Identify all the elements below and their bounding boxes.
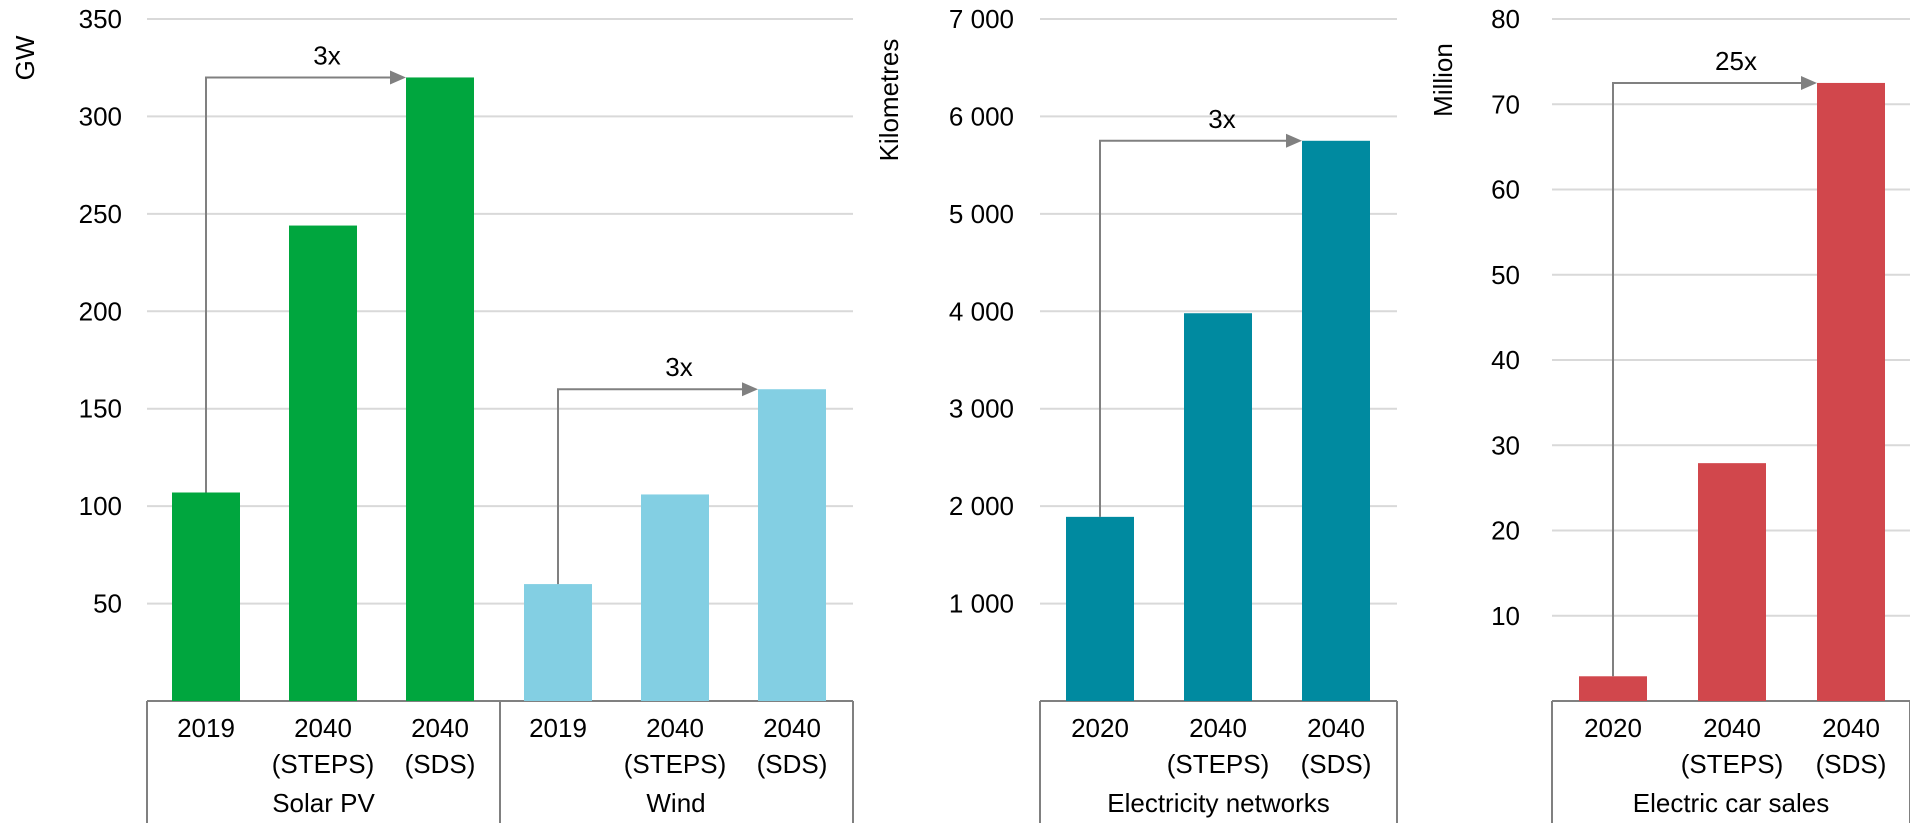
y-tick-label: 100 — [79, 491, 122, 521]
category-tick-label: (SDS) — [405, 749, 476, 779]
growth-arrowhead — [390, 70, 406, 85]
y-tick-label: 3 000 — [949, 394, 1014, 424]
category-tick-label: (STEPS) — [1167, 749, 1270, 779]
bar — [1817, 82, 1885, 701]
y-tick-label: 5 000 — [949, 199, 1014, 229]
bar — [641, 494, 709, 701]
category-tick-label: 2040 — [294, 713, 352, 743]
growth-arrow-line — [205, 76, 392, 493]
y-tick-label: 350 — [79, 4, 122, 34]
category-tick-label: 2040 — [411, 713, 469, 743]
bar — [524, 584, 592, 701]
growth-arrowhead — [1286, 133, 1302, 148]
growth-arrow-line — [557, 388, 744, 585]
y-tick-label: 250 — [79, 199, 122, 229]
bar — [1184, 313, 1252, 701]
bar — [1066, 516, 1134, 701]
bar — [406, 77, 474, 701]
group-label: Electricity networks — [1107, 788, 1330, 818]
y-tick-label: 7 000 — [949, 4, 1014, 34]
growth-arrowhead — [1801, 75, 1817, 90]
group-label: Solar PV — [272, 788, 375, 818]
y-tick-label: 2 000 — [949, 491, 1014, 521]
bar — [1579, 676, 1647, 701]
y-tick-label: 20 — [1491, 516, 1520, 546]
y-tick-label: 10 — [1491, 601, 1520, 631]
category-tick-label: (STEPS) — [624, 749, 727, 779]
category-tick-label: 2019 — [177, 713, 235, 743]
y-tick-label: 50 — [1491, 260, 1520, 290]
bar — [172, 492, 240, 701]
y-tick-label: 80 — [1491, 4, 1520, 34]
y-tick-label: 6 000 — [949, 101, 1014, 131]
category-tick-label: (SDS) — [757, 749, 828, 779]
category-tick-label: (SDS) — [1816, 749, 1887, 779]
y-axis-title: Kilometres — [874, 39, 904, 162]
y-axis-title: Million — [1428, 43, 1458, 117]
category-tick-label: (SDS) — [1301, 749, 1372, 779]
group-label: Electric car sales — [1633, 788, 1830, 818]
category-tick-label: 2040 — [1307, 713, 1365, 743]
category-tick-label: 2040 — [646, 713, 704, 743]
y-tick-label: 30 — [1491, 430, 1520, 460]
growth-annotation: 3x — [1208, 104, 1235, 134]
y-tick-label: 70 — [1491, 89, 1520, 119]
y-tick-label: 1 000 — [949, 589, 1014, 619]
bar — [758, 389, 826, 701]
group-label: Wind — [646, 788, 705, 818]
y-tick-label: 4 000 — [949, 296, 1014, 326]
bar — [1302, 140, 1370, 702]
y-tick-label: 300 — [79, 101, 122, 131]
category-tick-label: 2040 — [1822, 713, 1880, 743]
y-tick-label: 40 — [1491, 345, 1520, 375]
category-tick-label: 2020 — [1584, 713, 1642, 743]
growth-arrow-line — [1099, 139, 1288, 517]
y-tick-label: 50 — [93, 589, 122, 619]
growth-annotation: 3x — [313, 40, 340, 70]
growth-annotation: 25x — [1715, 46, 1757, 76]
category-tick-label: 2020 — [1071, 713, 1129, 743]
bar — [289, 225, 357, 701]
category-tick-label: 2040 — [1189, 713, 1247, 743]
category-tick-label: (STEPS) — [1681, 749, 1784, 779]
y-tick-label: 200 — [79, 296, 122, 326]
category-tick-label: 2019 — [529, 713, 587, 743]
growth-annotation: 3x — [665, 352, 692, 382]
growth-arrow-line — [1612, 81, 1803, 677]
y-axis-title: GW — [10, 35, 40, 80]
y-tick-label: 150 — [79, 394, 122, 424]
category-tick-label: (STEPS) — [272, 749, 375, 779]
growth-arrowhead — [742, 382, 758, 397]
category-tick-label: 2040 — [763, 713, 821, 743]
bar — [1698, 463, 1766, 701]
category-tick-label: 2040 — [1703, 713, 1761, 743]
y-tick-label: 60 — [1491, 175, 1520, 205]
